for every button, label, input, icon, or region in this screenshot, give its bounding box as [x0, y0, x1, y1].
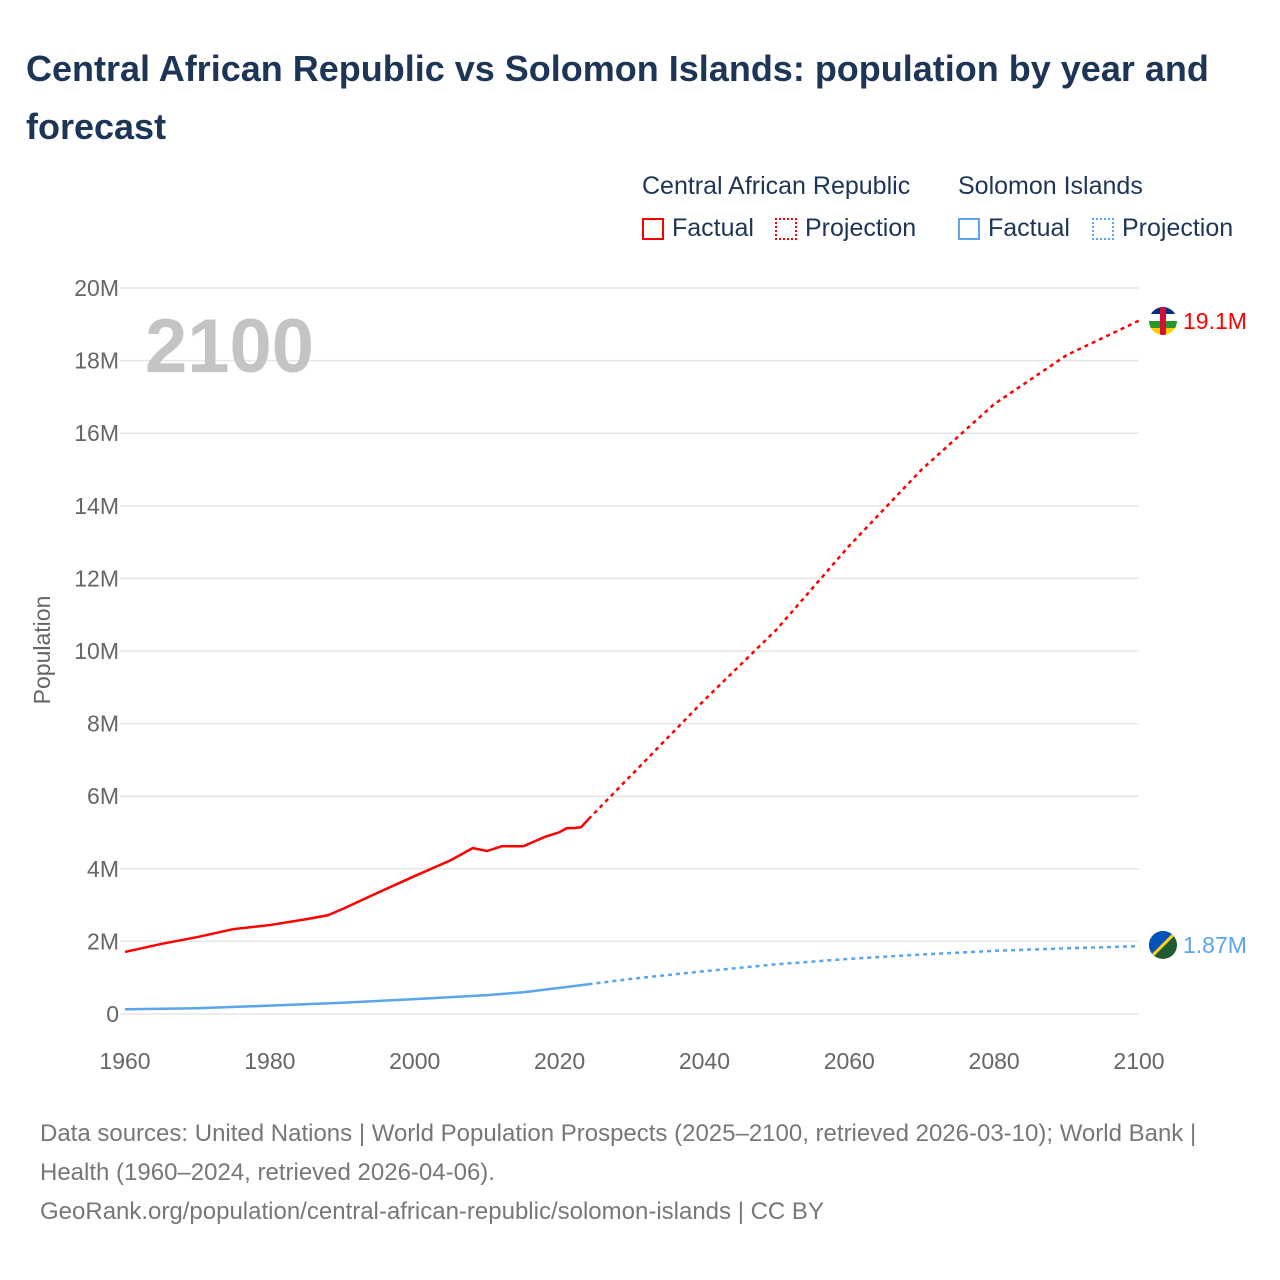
legend-group-solomon: Solomon Islands: [958, 172, 1143, 200]
data-sources: Data sources: United Nations | World Pop…: [40, 1120, 1197, 1186]
footer: Data sources: United Nations | World Pop…: [40, 1114, 1240, 1231]
y-tick-label: 18M: [74, 348, 119, 374]
x-tick-label: 1980: [244, 1048, 295, 1074]
legend-car-projection[interactable]: Projection: [775, 214, 916, 243]
legend-label: Projection: [1122, 214, 1234, 242]
legend-label: Factual: [988, 214, 1070, 242]
y-tick-label: 4M: [87, 856, 119, 882]
x-tick-label: 2000: [389, 1048, 440, 1074]
x-tick-label: 2080: [969, 1048, 1020, 1074]
legend-solomon-projection[interactable]: Projection: [1092, 214, 1233, 243]
series-projection-line-0: [587, 319, 1140, 820]
y-axis-label: Population: [29, 596, 55, 705]
chart-title: Central African Republic vs Solomon Isla…: [26, 48, 1209, 147]
series-factual-line-0: [124, 818, 590, 954]
end-label-car: 19.1M: [1183, 308, 1247, 334]
y-tick-label: 12M: [74, 565, 119, 591]
x-tick-label: 2060: [824, 1048, 875, 1074]
y-tick-label: 8M: [87, 711, 119, 737]
y-tick-label: 6M: [87, 783, 119, 809]
y-tick-label: 2M: [87, 928, 119, 954]
y-tick-label: 20M: [74, 275, 119, 301]
x-tick-label: 2020: [534, 1048, 585, 1074]
end-label-solomon: 1.87M: [1183, 932, 1247, 958]
y-tick-label: 0: [106, 1001, 119, 1027]
year-watermark: 2100: [145, 304, 314, 389]
solomon-flag-icon: [1149, 931, 1177, 959]
series-factual-line-1: [124, 982, 589, 1011]
legend-swatch-solid: [642, 217, 664, 240]
legend-label: Factual: [672, 214, 754, 242]
x-tick-label: 2100: [1113, 1048, 1164, 1074]
legend-swatch-dotted: [775, 217, 797, 240]
x-tick-label: 1960: [99, 1048, 150, 1074]
legend-swatch-dotted: [1092, 217, 1114, 240]
source-link[interactable]: GeoRank.org/population/central-african-r…: [40, 1198, 824, 1225]
y-tick-label: 10M: [74, 638, 119, 664]
legend-swatch-solid: [958, 217, 980, 240]
car-flag-icon: [1149, 307, 1177, 335]
series-projection-line-1: [588, 944, 1140, 986]
legend-car-factual[interactable]: Factual: [642, 214, 754, 243]
legend-solomon-factual[interactable]: Factual: [958, 214, 1070, 243]
y-tick-label: 14M: [74, 493, 119, 519]
x-tick-label: 2040: [679, 1048, 730, 1074]
legend-label: Projection: [805, 214, 917, 242]
legend-group-car: Central African Republic: [642, 172, 911, 200]
plot-area: 0 2M 4M 6M 8M 10M 12M 14M 16M 18M 20M 1960 1980 2000 2…: [29, 275, 1247, 1074]
y-tick-label: 16M: [74, 420, 119, 446]
